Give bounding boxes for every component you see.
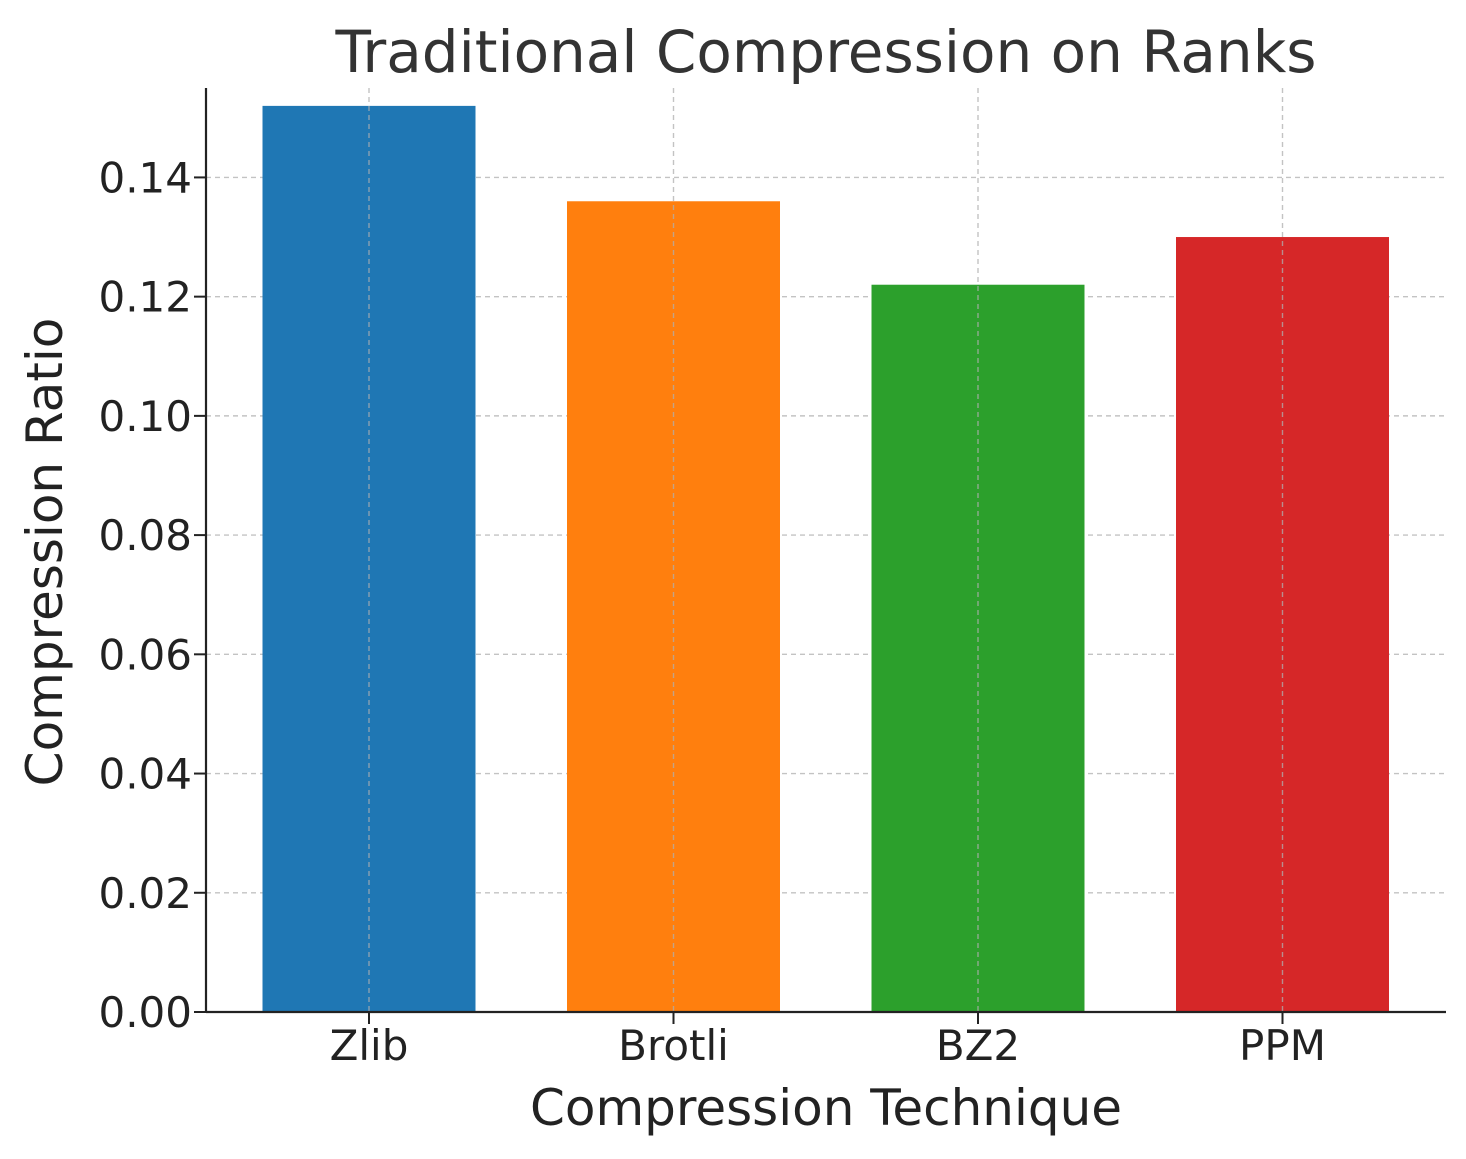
y-tick-label: 0.02 (98, 869, 192, 918)
y-tick-label: 0.08 (98, 511, 192, 560)
axes-layer (204, 88, 1446, 1014)
y-tick-label: 0.04 (98, 750, 192, 799)
y-axis-label: Compression Ratio (16, 318, 74, 787)
x-tick-label: Brotli (618, 1021, 729, 1070)
chart-title: Traditional Compression on Ranks (334, 18, 1316, 86)
bars-layer (262, 88, 1389, 1013)
bar-brotli (567, 201, 780, 1012)
y-tick-label: 0.12 (98, 273, 192, 322)
x-tick-label: PPM (1239, 1021, 1326, 1070)
x-axis-label: Compression Technique (530, 1079, 1122, 1137)
y-tick-label: 0.10 (98, 392, 192, 441)
y-tick-label: 0.14 (98, 153, 192, 202)
ticks-layer: 0.00 0.02 0.04 0.06 0.08 0.10 0.12 0.14 Zlib Brot… (98, 153, 1325, 1070)
x-tick-label: Zlib (330, 1021, 409, 1070)
x-tick-label: BZ2 (936, 1021, 1020, 1070)
y-tick-label: 0.00 (98, 988, 192, 1037)
y-tick-label: 0.06 (98, 630, 192, 679)
